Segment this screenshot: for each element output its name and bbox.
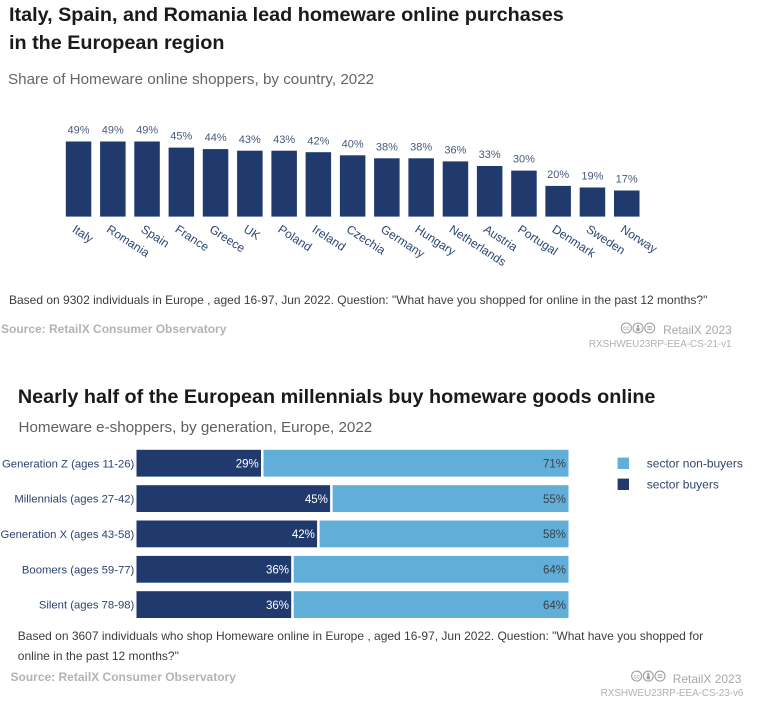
svg-text:58%: 58% xyxy=(543,529,566,541)
svg-text:cc: cc xyxy=(623,325,629,332)
svg-text:64%: 64% xyxy=(543,600,566,612)
svg-text:36%: 36% xyxy=(444,145,466,157)
svg-text:sector non-buyers: sector non-buyers xyxy=(647,457,743,471)
svg-text:45%: 45% xyxy=(170,131,192,143)
svg-text:44%: 44% xyxy=(205,132,227,144)
svg-text:19%: 19% xyxy=(581,171,603,183)
svg-text:Silent (ages 78-98): Silent (ages 78-98) xyxy=(39,600,135,612)
svg-text:17%: 17% xyxy=(616,174,638,186)
svg-text:43%: 43% xyxy=(239,134,261,146)
svg-text:38%: 38% xyxy=(376,141,398,153)
svg-text:42%: 42% xyxy=(292,529,315,541)
svg-text:29%: 29% xyxy=(236,458,259,470)
svg-text:49%: 49% xyxy=(102,125,124,137)
svg-text:Generation Z (ages 11-26): Generation Z (ages 11-26) xyxy=(2,458,135,470)
svg-text:38%: 38% xyxy=(410,141,432,153)
svg-text:cc: cc xyxy=(634,673,640,680)
svg-text:40%: 40% xyxy=(342,138,364,150)
svg-text:Generation X (ages 43-58): Generation X (ages 43-58) xyxy=(1,529,135,541)
svg-text:45%: 45% xyxy=(305,494,328,506)
svg-text:49%: 49% xyxy=(136,125,158,137)
svg-text:36%: 36% xyxy=(266,565,289,577)
svg-text:49%: 49% xyxy=(67,125,89,137)
svg-text:55%: 55% xyxy=(543,494,566,506)
svg-text:36%: 36% xyxy=(266,600,289,612)
svg-text:20%: 20% xyxy=(547,169,569,181)
svg-text:71%: 71% xyxy=(543,458,566,470)
svg-text:42%: 42% xyxy=(307,135,329,147)
svg-text:43%: 43% xyxy=(273,134,295,146)
svg-text:Boomers (ages 59-77): Boomers (ages 59-77) xyxy=(22,564,135,576)
svg-text:sector buyers: sector buyers xyxy=(647,478,719,492)
svg-text:Millennials (ages 27-42): Millennials (ages 27-42) xyxy=(14,494,134,506)
svg-text:33%: 33% xyxy=(479,149,501,161)
svg-text:30%: 30% xyxy=(513,154,535,166)
svg-text:64%: 64% xyxy=(543,565,566,577)
